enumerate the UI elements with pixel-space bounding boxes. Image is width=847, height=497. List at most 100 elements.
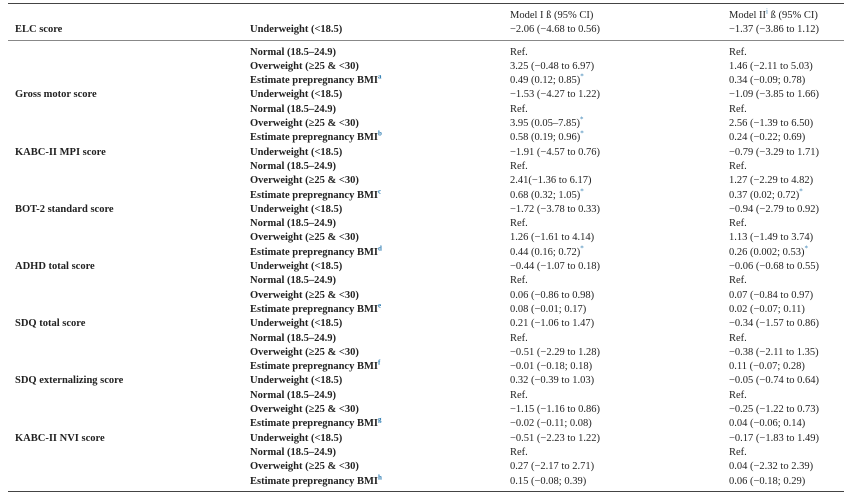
estimate: −1.72 (−3.78 to 0.33) [510, 203, 601, 215]
predictor-cell: Underweight (<18.5) [250, 23, 342, 37]
estimate: Ref. [510, 389, 528, 401]
estimate: 0.06 (−0.86 to 0.98) [510, 289, 595, 301]
estimate-cell: 0.21 (−1.06 to 1.47) [510, 317, 594, 331]
estimate-cell: −1.53 (−4.27 to 1.22) [510, 88, 600, 102]
predictor-cell: Normal (18.5–24.9) [250, 46, 336, 60]
estimate-cell: 0.68 (0.32; 1.05)* [510, 188, 584, 203]
estimate-cell: 0.15 (−0.08; 0.39) [510, 475, 586, 489]
predictor-cell: Overweight (≥25 & <30) [250, 174, 359, 188]
footnote-mark: b [377, 129, 382, 138]
estimate-cell: Ref. [510, 217, 528, 231]
predictor: Underweight (<18.5) [250, 318, 343, 330]
predictor: Overweight (≥25 & <30) [250, 232, 359, 244]
predictor: Underweight (<18.5) [250, 89, 343, 101]
estimate-cell: −1.09 (−3.85 to 1.66) [729, 88, 819, 102]
predictor-cell: Normal (18.5–24.9) [250, 217, 336, 231]
footnote-mark: e [377, 301, 382, 310]
estimate-cell: −1.72 (−3.78 to 0.33) [510, 203, 600, 217]
predictor: Estimate prepregnancy BMI [250, 361, 378, 373]
estimate-cell: −0.02 (−0.11; 0.08) [510, 417, 592, 431]
footnote-mark: d [377, 244, 382, 253]
estimate-cell: −2.06 (−4.68 to 0.56) [510, 23, 600, 37]
predictor-cell: Underweight (<18.5) [250, 374, 342, 388]
estimate: 0.02 (−0.07; 0.11) [729, 303, 805, 315]
estimate: −0.05 (−0.74 to 0.64) [729, 375, 820, 387]
estimate-cell: 0.49 (0.12; 0.85)* [510, 73, 584, 88]
estimate-cell: 3.95 (0.05–7.85)* [510, 115, 584, 131]
predictor-cell: Normal (18.5–24.9) [250, 103, 336, 117]
estimate: 0.21 (−1.06 to 1.47) [510, 318, 595, 330]
estimate-cell: 0.07 (−0.84 to 0.97) [729, 289, 813, 303]
predictor-cell: Estimate prepregnancy BMId [250, 244, 382, 260]
estimate: 0.26 (0.002; 0.53) [729, 246, 805, 258]
estimate-cell: Ref. [510, 332, 528, 346]
outcome: SDQ externalizing score [15, 375, 124, 387]
estimate: 0.37 (0.02; 0.72) [729, 189, 800, 201]
estimate: Ref. [729, 218, 747, 230]
estimate: −1.91 (−4.57 to 0.76) [510, 146, 601, 158]
estimate-cell: Ref. [510, 389, 528, 403]
estimate: −0.38 (−2.11 to 1.35) [729, 346, 819, 358]
significance-mark: * [580, 115, 584, 124]
header-model2-rest: ß (95% CI) [768, 10, 818, 21]
predictor: Normal (18.5–24.9) [250, 446, 337, 458]
estimate-cell: 2.56 (−1.39 to 6.50) [729, 117, 813, 131]
estimate: −0.79 (−3.29 to 1.71) [729, 146, 820, 158]
estimate: Ref. [510, 218, 528, 230]
predictor: Overweight (≥25 & <30) [250, 289, 359, 301]
estimate-cell: Ref. [729, 103, 747, 117]
predictor-cell: Underweight (<18.5) [250, 317, 342, 331]
predictor-cell: Overweight (≥25 & <30) [250, 403, 359, 417]
outcome: BOT-2 standard score [15, 203, 114, 215]
bottom-rule [8, 491, 844, 492]
estimate: Ref. [729, 46, 747, 58]
predictor-cell: Normal (18.5–24.9) [250, 160, 336, 174]
estimate-cell: 2.41(−1.36 to 6.17) [510, 174, 591, 188]
estimate: −0.44 (−1.07 to 0.18) [510, 261, 601, 272]
estimate-cell: 0.04 (−2.32 to 2.39) [729, 460, 813, 474]
estimate-cell: −0.51 (−2.23 to 1.22) [510, 432, 600, 446]
estimate: 0.32 (−0.39 to 1.03) [510, 375, 595, 387]
predictor-cell: Estimate prepregnancy BMIh [250, 473, 382, 489]
estimate: 1.26 (−1.61 to 4.14) [510, 232, 595, 244]
predictor: Normal (18.5–24.9) [250, 103, 337, 115]
estimate: 0.07 (−0.84 to 0.97) [729, 289, 814, 301]
predictor-cell: Underweight (<18.5) [250, 432, 342, 446]
predictor: Estimate prepregnancy BMI [250, 418, 378, 430]
predictor-cell: Estimate prepregnancy BMIb [250, 129, 382, 145]
predictor: Normal (18.5–24.9) [250, 160, 337, 172]
predictor: Underweight (<18.5) [250, 203, 343, 215]
predictor: Underweight (<18.5) [250, 146, 343, 158]
estimate-cell: 1.13 (−1.49 to 3.74) [729, 231, 813, 245]
estimate: Ref. [510, 160, 528, 172]
estimate: 0.49 (0.12; 0.85) [510, 75, 581, 87]
predictor: Underweight (<18.5) [250, 261, 343, 272]
estimate: 0.44 (0.16; 0.72) [510, 246, 581, 258]
estimate: 0.04 (−0.06; 0.14) [729, 418, 806, 430]
estimate: 0.34 (−0.09; 0.78) [729, 75, 806, 87]
estimate-cell: 0.24 (−0.22; 0.69) [729, 131, 805, 145]
predictor: Estimate prepregnancy BMI [250, 132, 378, 144]
estimate: −1.09 (−3.85 to 1.66) [729, 89, 820, 101]
footnote-mark: h [377, 473, 382, 481]
predictor: Overweight (≥25 & <30) [250, 461, 359, 473]
estimate-cell: −0.79 (−3.29 to 1.71) [729, 146, 819, 160]
estimate: Ref. [729, 275, 747, 287]
estimate-cell: −0.34 (−1.57 to 0.86) [729, 317, 819, 331]
estimate-cell: Ref. [510, 274, 528, 288]
estimate-cell: Ref. [729, 274, 747, 288]
estimate-cell: 0.11 (−0.07; 0.28) [729, 360, 805, 374]
estimate: Ref. [729, 103, 747, 115]
estimate: 0.08 (−0.01; 0.17) [510, 303, 587, 315]
estimate: −0.34 (−1.57 to 0.86) [729, 318, 820, 330]
predictor-cell: Underweight (<18.5) [250, 88, 342, 102]
estimate: 0.24 (−0.22; 0.69) [729, 132, 806, 144]
estimate-cell: 1.46 (−2.11 to 5.03) [729, 60, 813, 74]
estimate-cell: 0.32 (−0.39 to 1.03) [510, 374, 594, 388]
significance-mark: * [804, 244, 809, 253]
predictor-cell: Overweight (≥25 & <30) [250, 460, 359, 474]
estimate-cell: −0.25 (−1.22 to 0.73) [729, 403, 819, 417]
estimate-cell: −0.94 (−2.79 to 0.92) [729, 203, 819, 217]
estimate: −0.17 (−1.83 to 1.49) [729, 432, 820, 444]
predictor: Overweight (≥25 & <30) [250, 404, 359, 415]
